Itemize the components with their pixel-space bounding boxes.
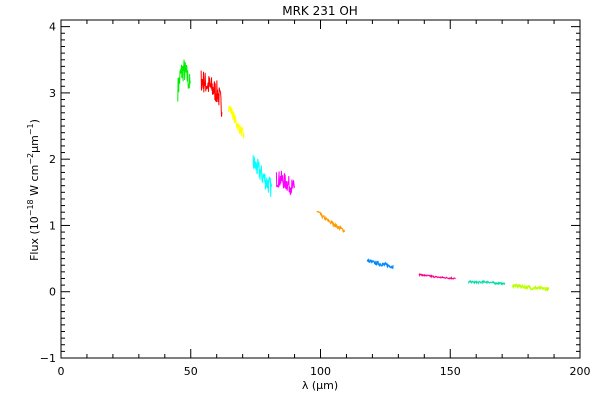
x-axis-title: λ (μm) [302, 379, 338, 392]
spectrum-series-2 [200, 70, 223, 117]
spectrum-series-1 [177, 59, 191, 102]
spectrum-series-6 [316, 210, 346, 233]
spectrum-series-8 [418, 272, 456, 281]
x-tick-label: 50 [184, 365, 198, 378]
spectrum-series-7 [366, 258, 394, 270]
plot-frame [60, 19, 581, 359]
y-tick-labels: −1 0 1 2 3 4 [40, 21, 56, 365]
x-tick-labels: 0 50 100 150 200 [58, 365, 591, 378]
spectrum-series-4 [252, 154, 273, 198]
series-group [177, 59, 550, 292]
chart-title: MRK 231 OH [282, 4, 358, 18]
y-axis-title: Flux (10−18 W cm−2μm−1) [26, 119, 41, 261]
x-tick-label: 150 [440, 365, 461, 378]
spectrum-series-5 [275, 170, 296, 196]
y-tick-label: 3 [49, 87, 56, 100]
axis-ticks [60, 19, 581, 359]
y-tick-label: −1 [40, 352, 56, 365]
spectrum-series-9 [467, 279, 506, 286]
x-tick-label: 100 [310, 365, 331, 378]
x-tick-label: 0 [58, 365, 65, 378]
y-tick-label: 0 [49, 286, 56, 299]
y-tick-label: 1 [49, 219, 56, 232]
y-tick-label: 4 [49, 21, 56, 34]
y-tick-label: 2 [49, 153, 56, 166]
spectrum-series-3 [227, 105, 245, 139]
x-tick-label: 200 [570, 365, 591, 378]
spectrum-series-10 [512, 283, 550, 292]
